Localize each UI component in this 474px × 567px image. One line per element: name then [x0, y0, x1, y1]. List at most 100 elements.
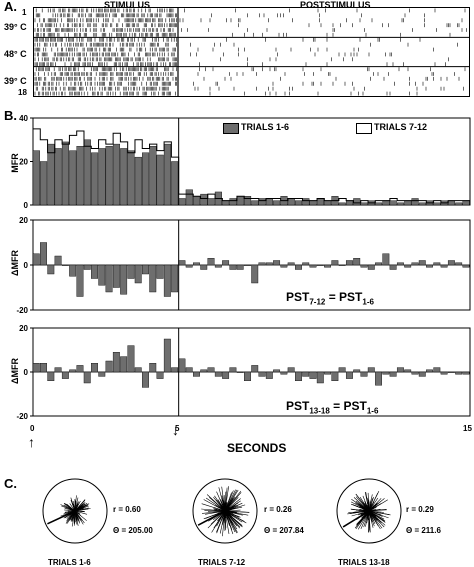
polar-spoke — [219, 510, 226, 534]
stimulus-offset-arrow-icon: ↓ — [172, 422, 179, 438]
mfr-bar-trials-1-6 — [273, 200, 281, 206]
polar-spoke — [367, 503, 370, 512]
polar-theta-1: Θ = 205.00 — [113, 526, 153, 535]
raster-trial-row — [34, 18, 463, 23]
delta-mfr-2-ytick-label: 20 — [19, 324, 28, 333]
delta-mfr-1-bar — [433, 262, 441, 266]
mfr-bar-trials-1-6 — [98, 148, 106, 206]
delta-mfr-2-bar — [295, 371, 302, 382]
temp-label-1: 39° C — [4, 22, 27, 32]
delta-mfr-1-bar — [426, 264, 433, 268]
mfr-bar-trials-1-6 — [462, 200, 470, 206]
delta-mfr-2-bar — [105, 360, 113, 373]
polar-plot-trials-7-12 — [192, 478, 258, 544]
mfr-histogram: 0 20 40 — [19, 114, 471, 210]
delta-mfr-1-ytick-label: -20 — [16, 306, 28, 315]
polar-mean-vector — [47, 510, 76, 525]
delta-mfr-2-bar — [280, 371, 288, 375]
polar-spoke — [74, 510, 83, 521]
polar-spoke — [360, 510, 370, 530]
delta-mfr-2-bar — [69, 369, 77, 373]
polar-spoke — [201, 503, 226, 512]
raster-trial-row — [34, 47, 434, 52]
mfr-bar-trials-1-6 — [309, 200, 317, 206]
delta-mfr-2-bar — [382, 371, 390, 375]
delta-mfr-1-bar — [455, 262, 463, 266]
mfr-bar-trials-1-6 — [338, 202, 346, 206]
mfr-bar-trials-1-6 — [47, 143, 55, 206]
delta-mfr-2-bar — [447, 371, 455, 373]
polar-r-1: r = 0.60 — [113, 505, 141, 514]
delta-mfr-1-bar — [149, 264, 157, 293]
delta-mfr-1-bar — [178, 260, 186, 266]
legend-label-trials-7-12: TRIALS 7-12 — [374, 122, 428, 132]
delta-mfr-2-bar — [316, 371, 324, 384]
panel-b-letter: B. — [4, 108, 17, 123]
raster-trial-row — [34, 57, 449, 62]
mfr-bar-trials-1-6 — [353, 198, 361, 206]
mfr-bar-trials-1-6 — [142, 152, 150, 206]
polar-spoke — [74, 505, 89, 512]
delta-mfr-1-bar — [251, 264, 259, 284]
polar-spoke — [66, 510, 76, 522]
delta-mfr-2-bar — [156, 371, 164, 379]
delta-mfr-2-bar — [76, 365, 84, 373]
delta-mfr-1-bar — [142, 264, 149, 275]
mfr-bar-trials-1-6 — [389, 200, 397, 206]
delta-mfr-2-bar — [360, 371, 368, 377]
mfr-bar-trials-1-6 — [40, 161, 48, 206]
delta-mfr-1-bar — [295, 264, 302, 270]
raster-trial-row — [35, 67, 466, 72]
mfr-bar-trials-1-6 — [447, 200, 456, 206]
mfr-bar-trials-1-6 — [32, 150, 40, 206]
delta-mfr-1-bar — [396, 262, 404, 266]
delta-mfr-2-bar — [455, 371, 463, 375]
mfr-bar-trials-1-6 — [287, 198, 295, 206]
mfr-bar-trials-1-6 — [396, 202, 405, 206]
polar-spoke — [74, 497, 79, 512]
delta-mfr-1-bar — [61, 264, 69, 266]
legend-swatch-trials-7-12 — [356, 123, 372, 134]
polar-plot-trials-1-6 — [42, 478, 108, 544]
mfr-bar-trials-1-6 — [134, 156, 142, 206]
polar-spokes — [347, 490, 391, 533]
delta-mfr-1-bar — [112, 264, 120, 288]
delta-mfr-1-ytick-label: 20 — [19, 216, 28, 225]
polar-spoke — [74, 510, 77, 517]
polar-spoke — [368, 510, 386, 522]
delta-mfr-1-bar — [40, 242, 47, 266]
polar-spoke — [224, 510, 245, 522]
delta-mfr-2-bar — [462, 371, 470, 375]
legend-label-trials-1-6: TRIALS 1-6 — [241, 122, 290, 132]
delta-mfr-2-bar — [229, 367, 237, 373]
delta-mfr-1-bar — [462, 264, 470, 268]
raster-trial-row — [34, 28, 467, 32]
mfr-bar-trials-1-6 — [127, 150, 135, 206]
mfr-bar-trials-1-6 — [360, 202, 368, 206]
mfr-bar-trials-1-6 — [76, 146, 84, 206]
raster-trial-row — [34, 76, 460, 81]
legend-swatch-trials-1-6 — [223, 123, 239, 134]
delta-mfr-1-bar — [316, 264, 324, 266]
delta-mfr-1-bar — [287, 262, 295, 266]
delta-mfr-1-bar — [156, 264, 164, 279]
temp-label-2: 48° C — [4, 49, 27, 59]
mfr-bar-trials-1-6 — [455, 202, 463, 206]
delta-mfr-1-bar — [382, 253, 390, 266]
delta-mfr-1-bar — [273, 260, 281, 266]
delta-mfr-1-bar — [411, 262, 419, 266]
polar-spoke — [355, 500, 370, 512]
polar-spoke — [209, 497, 226, 512]
mfr-bar-trials-1-6 — [83, 139, 91, 206]
delta-mfr-1-bar — [120, 264, 128, 295]
raster-trial-row — [35, 13, 425, 18]
delta-mfr-2-bar — [324, 371, 332, 375]
delta-mfr-histogram-1: -20 0 20 — [16, 216, 471, 315]
delta-mfr-2-bar — [418, 371, 426, 377]
mfr-bar-trials-1-6 — [236, 196, 244, 206]
delta-mfr-1-bar — [265, 262, 273, 266]
mfr-bar-trials-1-6 — [185, 189, 193, 206]
delta-mfr-1-bar — [91, 264, 98, 279]
mfr-bar-trials-1-6 — [112, 143, 121, 206]
mfr-bar-trials-1-6 — [244, 196, 252, 206]
